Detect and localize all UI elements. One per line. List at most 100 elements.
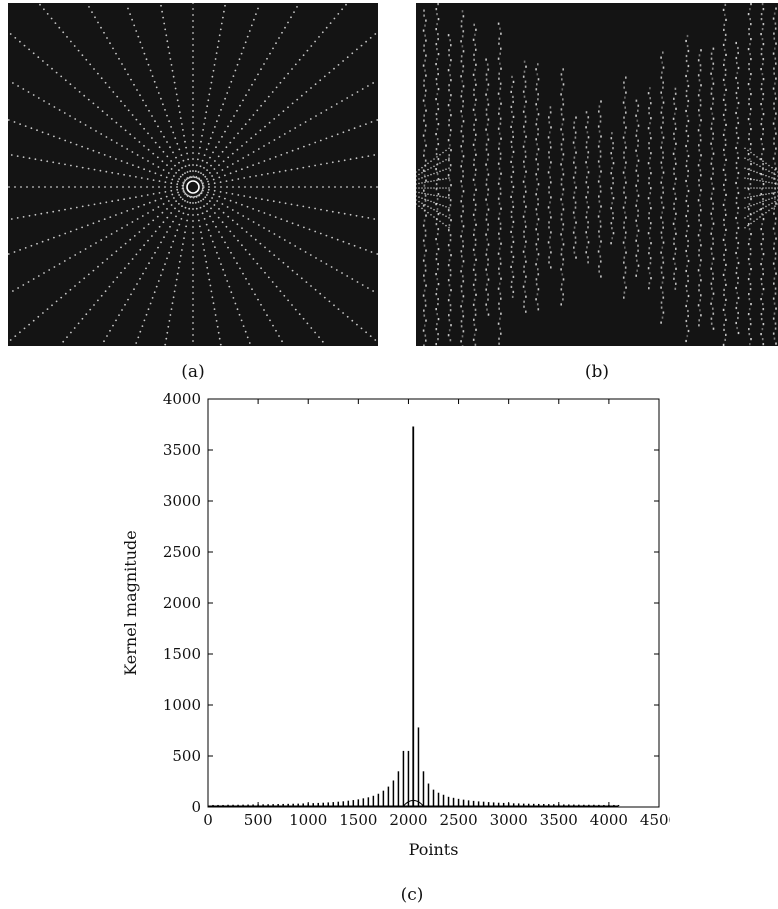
edge-streaks [744, 147, 778, 229]
sample-line [635, 99, 640, 277]
spoke [62, 193, 188, 343]
spoke [160, 4, 193, 179]
x-tick-label: 2500 [439, 811, 477, 829]
spoke [198, 3, 347, 181]
spoke [199, 192, 377, 341]
x-tick-label: 500 [244, 811, 273, 829]
spoke [10, 187, 185, 220]
center-ring [186, 180, 200, 194]
spoke [193, 4, 226, 179]
sample-line [435, 3, 440, 346]
sample-line [485, 58, 490, 316]
panel-b-line-sampling-image [416, 3, 778, 346]
sample-line [535, 63, 540, 311]
y-tick-label: 4000 [163, 390, 201, 408]
spoke [135, 195, 191, 344]
spoke [39, 3, 188, 181]
sample-line [672, 87, 677, 290]
sample-line [697, 49, 702, 327]
sample-line [760, 3, 765, 346]
y-tick-label: 500 [172, 747, 201, 765]
spoke [197, 6, 298, 180]
x-tick-label: 2000 [389, 811, 427, 829]
spoke [103, 194, 189, 343]
spoke [199, 33, 377, 182]
spoke [200, 82, 374, 183]
x-tick-label: 0 [203, 811, 213, 829]
caption-a: (a) [181, 362, 205, 382]
sample-line [560, 68, 565, 306]
spoke [12, 82, 186, 183]
x-tick-label: 3500 [540, 811, 578, 829]
sample-line [522, 60, 527, 313]
y-tick-label: 3000 [163, 492, 201, 510]
spoke [88, 6, 189, 180]
y-tick-label: 1500 [163, 645, 201, 663]
spoke [201, 154, 376, 187]
spoke [192, 3, 194, 178]
x-tick-label: 1500 [339, 811, 377, 829]
panel-a-radial-sampling-image [8, 3, 378, 346]
sample-line [497, 22, 502, 345]
spoke [202, 186, 378, 188]
y-axis-label: Kernel magnitude [121, 530, 140, 675]
spoke [8, 186, 184, 188]
sample-line [660, 51, 665, 324]
center-ring-outer [181, 175, 205, 199]
spoke [198, 193, 324, 343]
x-axis-label: Points [409, 840, 459, 859]
x-tick-label: 3000 [490, 811, 528, 829]
spoke [200, 191, 374, 292]
x-tick-label: 1000 [289, 811, 327, 829]
sample-line [735, 41, 740, 335]
caption-b: (b) [584, 362, 610, 382]
y-tick-label: 2000 [163, 594, 201, 612]
sample-line [460, 10, 465, 346]
sample-line [685, 34, 690, 343]
spoke [195, 7, 259, 179]
sample-line [422, 9, 427, 346]
y-tick-label: 3500 [163, 441, 201, 459]
sample-line [622, 76, 627, 299]
spoke [164, 195, 193, 346]
sample-line [597, 100, 602, 278]
spoke [9, 33, 187, 182]
spoke [10, 154, 185, 187]
spoke [197, 194, 283, 343]
spoke [9, 192, 187, 341]
spoke [201, 187, 376, 220]
caption-c: (c) [400, 885, 424, 905]
spoke [195, 195, 251, 344]
spoke [192, 196, 194, 342]
y-tick-label: 1000 [163, 696, 201, 714]
sample-line [447, 34, 452, 342]
spoke [127, 7, 191, 179]
sample-line [647, 87, 652, 290]
sample-line [585, 111, 590, 264]
spoke [193, 195, 222, 346]
sample-line [747, 3, 752, 346]
spoke [201, 189, 378, 255]
spoke [8, 189, 185, 255]
sample-line [547, 106, 552, 269]
sample-line [710, 47, 715, 330]
y-tick-label: 2500 [163, 543, 201, 561]
sample-line [572, 116, 577, 259]
sample-line [610, 132, 615, 245]
spoke [201, 119, 378, 185]
spoke [12, 191, 186, 292]
radial-spokes-graphic [8, 3, 378, 346]
spoke [8, 119, 185, 185]
sample-line [472, 23, 477, 346]
sample-line [772, 7, 777, 345]
vertical-lines-graphic [416, 3, 778, 346]
y-tick-label: 0 [191, 798, 201, 816]
x-tick-label: 4000 [590, 811, 628, 829]
edge-streaks [416, 147, 450, 229]
sample-line [722, 3, 727, 346]
plot-frame [207, 398, 660, 808]
sample-line [510, 75, 515, 298]
